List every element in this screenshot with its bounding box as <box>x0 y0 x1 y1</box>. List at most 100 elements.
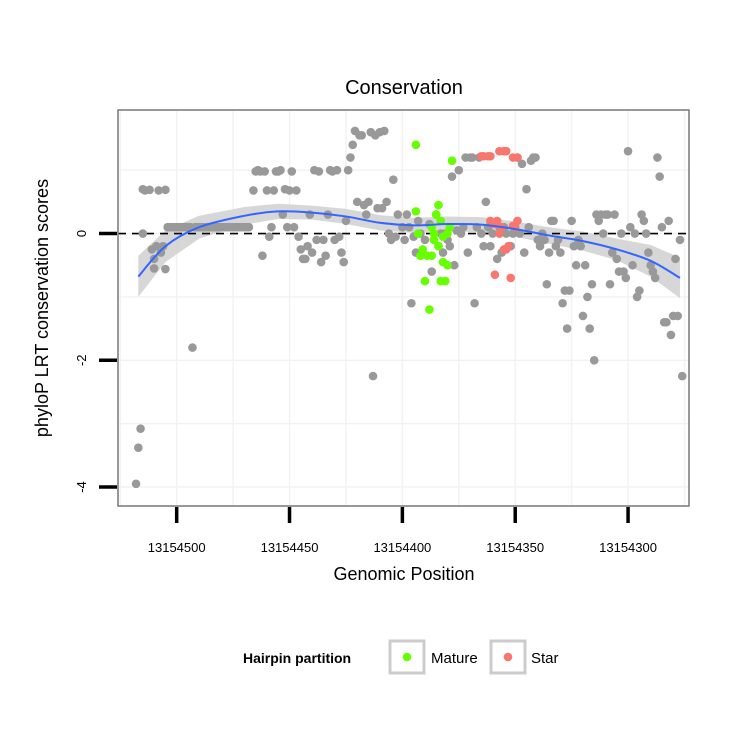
point-other-125 <box>413 216 423 226</box>
point-other-61 <box>267 222 276 232</box>
point-mature-19 <box>447 156 457 165</box>
point-other-208 <box>612 254 622 264</box>
point-other-196 <box>585 324 594 333</box>
point-other-94 <box>341 216 351 226</box>
point-other-202 <box>598 229 608 238</box>
point-other-68 <box>282 222 292 232</box>
point-other-186 <box>562 324 572 333</box>
point-other-139 <box>449 260 459 270</box>
point-other-227 <box>655 172 664 181</box>
legend-key-mature <box>388 639 426 675</box>
point-other-213 <box>623 146 633 156</box>
point-other-174 <box>535 241 545 251</box>
point-other-0 <box>131 479 141 489</box>
point-other-106 <box>368 371 378 381</box>
point-other-3 <box>138 229 148 238</box>
point-other-168 <box>522 184 531 194</box>
x-tick-label-0: 13154500 <box>148 540 206 555</box>
point-other-69 <box>285 186 294 195</box>
point-other-189 <box>569 241 579 251</box>
point-other-212 <box>621 273 631 283</box>
point-other-183 <box>556 248 565 257</box>
point-other-237 <box>677 371 687 381</box>
plot-panel-border <box>117 109 690 507</box>
y-axis: -4 -2 0 <box>74 230 117 493</box>
point-other-73 <box>294 232 303 242</box>
point-other-104 <box>364 197 373 207</box>
point-other-70 <box>287 167 297 176</box>
legend-label-star: Star <box>531 650 559 667</box>
point-other-204 <box>603 210 613 219</box>
point-mature-23 <box>443 260 452 270</box>
y-tick-label-1: -2 <box>74 354 89 366</box>
x-tick-label-2: 13154400 <box>373 540 431 555</box>
chart-title: Conservation <box>345 77 463 99</box>
point-other-145 <box>463 248 473 257</box>
point-other-2 <box>136 424 145 434</box>
confidence-band-area <box>138 203 680 299</box>
point-other-71 <box>289 222 299 232</box>
point-other-14 <box>161 185 170 195</box>
point-other-190 <box>571 260 581 270</box>
point-other-76 <box>301 254 310 264</box>
point-other-141 <box>454 165 464 175</box>
point-other-99 <box>352 197 362 207</box>
point-other-197 <box>587 279 597 289</box>
point-other-90 <box>332 165 342 175</box>
x-axis: 13154500 13154450 13154400 13154350 13154300 <box>148 507 657 555</box>
smooth-confidence-band <box>138 203 680 299</box>
x-axis-label: Genomic Position <box>333 564 474 584</box>
y-axis-label: phyloP LRT conservation scores <box>32 179 52 437</box>
point-other-165 <box>515 229 525 238</box>
point-other-95 <box>343 165 353 175</box>
point-other-192 <box>576 241 585 251</box>
point-mature-2 <box>420 276 430 286</box>
point-other-228 <box>657 222 667 232</box>
y-tick-label-2: 0 <box>74 230 89 237</box>
point-star-6 <box>501 146 511 156</box>
point-other-184 <box>558 298 567 308</box>
point-other-210 <box>616 229 626 238</box>
point-other-206 <box>607 248 617 257</box>
point-other-218 <box>635 286 644 295</box>
legend-swatch-mature <box>402 652 412 662</box>
point-other-188 <box>567 216 576 226</box>
point-other-101 <box>357 131 367 140</box>
point-other-148 <box>470 298 479 308</box>
point-other-66 <box>278 210 288 219</box>
point-other-194 <box>580 260 590 270</box>
point-mature-0 <box>411 140 421 150</box>
point-other-93 <box>339 257 348 267</box>
point-other-137 <box>445 241 455 251</box>
point-other-112 <box>382 197 391 207</box>
point-other-59 <box>262 186 272 195</box>
point-other-103 <box>361 210 371 219</box>
point-other-235 <box>673 311 683 321</box>
point-other-82 <box>314 167 324 176</box>
point-mature-9 <box>429 229 439 238</box>
point-other-129 <box>427 267 437 276</box>
point-other-122 <box>407 298 416 308</box>
point-other-232 <box>666 330 676 340</box>
point-other-120 <box>402 210 412 219</box>
legend-title: Hairpin partition <box>243 650 351 666</box>
point-other-127 <box>420 235 430 245</box>
point-other-65 <box>276 165 285 175</box>
smooth-line <box>137 210 681 279</box>
point-other-205 <box>605 279 615 289</box>
point-other-172 <box>531 153 540 162</box>
legend-key-star <box>489 639 527 675</box>
point-other-115 <box>389 175 398 184</box>
point-other-58 <box>260 167 269 176</box>
x-tick-label-1: 13154450 <box>261 540 319 555</box>
point-other-85 <box>321 251 330 261</box>
legend-label-mature: Mature <box>431 650 478 667</box>
x-tick-label-3: 13154350 <box>486 540 544 555</box>
point-other-225 <box>650 273 660 283</box>
point-other-13 <box>158 241 168 251</box>
point-other-215 <box>628 260 637 270</box>
plot-panel-background <box>118 110 689 506</box>
point-star-21 <box>495 229 504 238</box>
point-other-79 <box>307 248 317 257</box>
